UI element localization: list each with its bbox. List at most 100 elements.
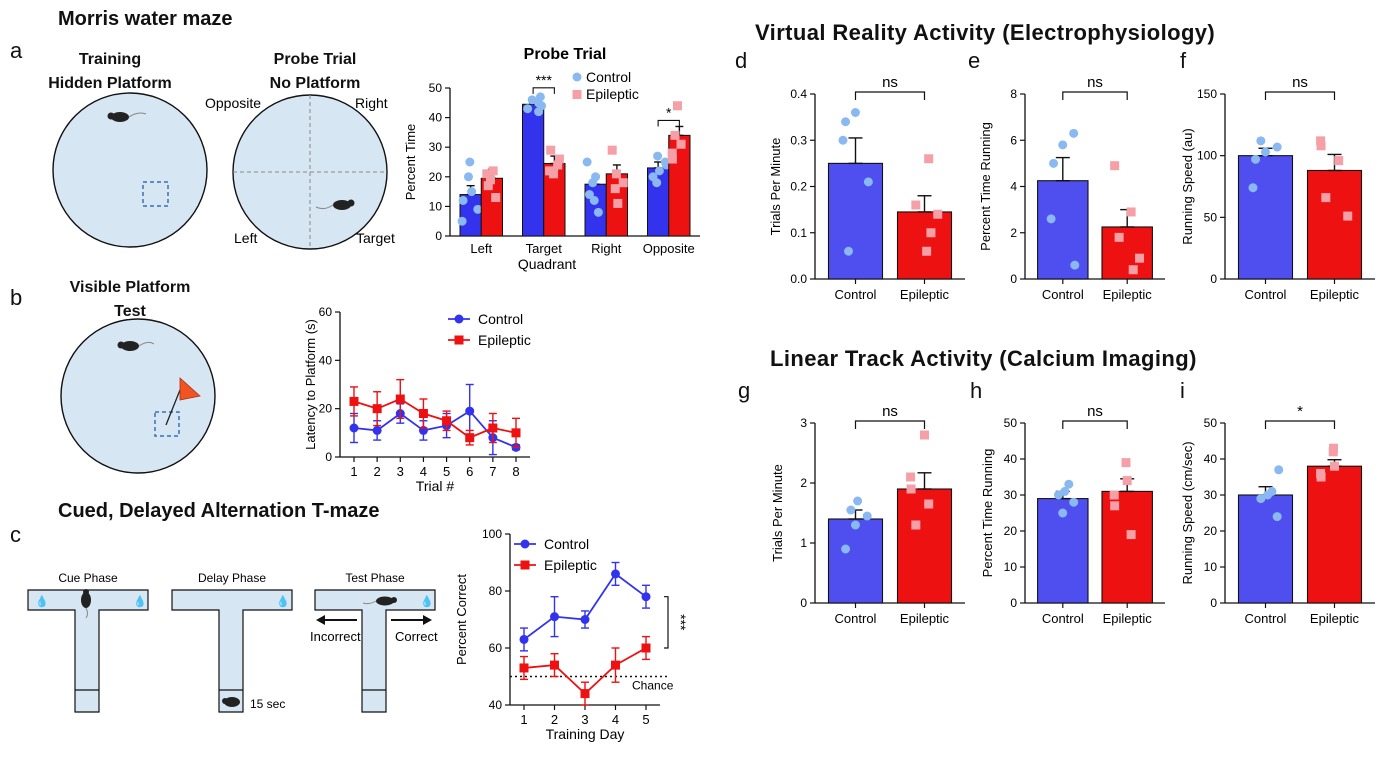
control-data-point bbox=[1272, 512, 1282, 522]
epileptic-data-point bbox=[919, 430, 929, 440]
epileptic-point bbox=[641, 643, 651, 653]
probe-title-line1: Probe Trial bbox=[273, 51, 357, 68]
control-data-point bbox=[1058, 508, 1068, 518]
y-axis-label: Trials Per Minute bbox=[770, 464, 785, 562]
y-axis-label: Percent Correct bbox=[454, 574, 469, 665]
control-bar bbox=[827, 162, 884, 280]
control-data-point bbox=[862, 511, 872, 521]
control-point bbox=[611, 569, 620, 579]
water-drop-icon: 💧 bbox=[133, 595, 147, 608]
y-tick-label: 100 bbox=[482, 527, 502, 541]
significance-bracket bbox=[854, 420, 926, 429]
control-data-point bbox=[648, 172, 658, 182]
x-tick-label: Opposite bbox=[643, 241, 695, 256]
control-data-point bbox=[473, 204, 483, 214]
epileptic-data-point bbox=[482, 169, 492, 179]
y-axis-label: Percent Time bbox=[403, 124, 418, 201]
epileptic-data-point bbox=[1316, 136, 1326, 146]
panel-letter-d: d bbox=[735, 48, 748, 73]
y-axis-label: Trials Per Minute bbox=[768, 138, 783, 236]
y-tick-label: 20 bbox=[1004, 524, 1018, 538]
control-data-point bbox=[838, 135, 848, 145]
y-tick-label: 50 bbox=[1004, 416, 1018, 430]
significance-bracket bbox=[1062, 91, 1128, 100]
control-data-point bbox=[1248, 183, 1258, 193]
training-title-line1: Training bbox=[78, 51, 142, 68]
control-data-point bbox=[653, 151, 663, 161]
y-tick-label: 0.1 bbox=[790, 226, 807, 240]
control-point bbox=[372, 425, 382, 435]
probe-title-line2: No Platform bbox=[269, 75, 361, 92]
x-tick-label: Left bbox=[470, 241, 492, 256]
legend-control-label: Control bbox=[544, 536, 589, 552]
significance-bracket bbox=[532, 87, 555, 94]
y-tick-label: 40 bbox=[1004, 452, 1018, 466]
epileptic-point bbox=[442, 416, 452, 426]
y-tick-label: 0 bbox=[325, 450, 332, 464]
epileptic-data-point bbox=[911, 200, 921, 210]
vr-title: Virtual Reality Activity (Electrophysiol… bbox=[755, 20, 1216, 45]
epileptic-point bbox=[580, 689, 590, 699]
y-tick-label: 10 bbox=[1204, 560, 1218, 574]
control-data-point bbox=[843, 246, 853, 256]
quadrant-label-right: Right bbox=[355, 95, 388, 111]
epileptic-data-point bbox=[1321, 193, 1331, 203]
t-maze-delay: 💧 bbox=[171, 589, 293, 713]
arrow-left-head bbox=[316, 615, 325, 625]
y-axis-label: Percent Time Running bbox=[980, 449, 995, 578]
control-data-point bbox=[863, 177, 873, 187]
x-tick-label: Control bbox=[835, 287, 877, 302]
epileptic-point bbox=[418, 409, 428, 418]
epileptic-point bbox=[372, 404, 382, 414]
x-tick-label: Control bbox=[1245, 611, 1287, 626]
control-data-point bbox=[1058, 140, 1068, 150]
x-tick-label: 5 bbox=[642, 712, 649, 727]
epileptic-data-point bbox=[676, 139, 686, 149]
control-data-point bbox=[1256, 136, 1266, 146]
control-data-point bbox=[1251, 154, 1261, 164]
epileptic-point bbox=[611, 660, 620, 670]
y-tick-label: 40 bbox=[489, 698, 503, 712]
epileptic-data-point bbox=[911, 520, 921, 530]
x-tick-label: Epileptic bbox=[1103, 287, 1153, 302]
epileptic-data-point bbox=[926, 228, 936, 238]
legend-epileptic-label: Epileptic bbox=[544, 557, 597, 573]
visible-title-line1: Visible Platform bbox=[69, 279, 191, 296]
chance-label: Chance bbox=[632, 679, 674, 693]
y-tick-label: 2 bbox=[800, 476, 807, 490]
control-data-point bbox=[850, 108, 860, 117]
x-tick-label: 2 bbox=[551, 712, 558, 727]
panel-letter-i: i bbox=[1180, 378, 1185, 403]
probe-diagram-title: Probe Trial No Platform bbox=[245, 48, 385, 96]
x-tick-label: Target bbox=[526, 241, 563, 256]
y-tick-label: 10 bbox=[429, 199, 443, 213]
x-tick-label: 5 bbox=[443, 464, 450, 479]
control-data-point bbox=[467, 187, 477, 197]
x-tick-label: Epileptic bbox=[1310, 287, 1360, 302]
epileptic-data-point bbox=[611, 169, 621, 179]
epileptic-data-point bbox=[924, 154, 934, 164]
epileptic-data-point bbox=[922, 246, 932, 256]
epileptic-data-point bbox=[1110, 501, 1120, 511]
control-data-point bbox=[846, 505, 856, 515]
chart-title: Probe Trial bbox=[524, 46, 607, 63]
y-axis-label: Percent Time Running bbox=[978, 122, 993, 251]
control-bar bbox=[1037, 180, 1089, 280]
legend-control-marker bbox=[454, 314, 464, 324]
x-axis-label: Quadrant bbox=[518, 256, 576, 272]
y-tick-label: 50 bbox=[1204, 416, 1218, 430]
control-data-point bbox=[1260, 147, 1270, 157]
y-tick-label: 60 bbox=[319, 305, 333, 319]
quadrant-label-opposite: Opposite bbox=[205, 95, 261, 111]
significance-label: *** bbox=[536, 72, 553, 88]
panel-letter-c: c bbox=[10, 522, 21, 547]
epileptic-data-point bbox=[618, 178, 628, 188]
control-data-point bbox=[841, 117, 851, 127]
epileptic-data-point bbox=[933, 209, 943, 219]
epileptic-data-point bbox=[613, 198, 623, 208]
x-tick-label: Control bbox=[835, 611, 877, 626]
significance-label: * bbox=[666, 104, 672, 120]
legend-epileptic-marker bbox=[572, 90, 582, 99]
epileptic-data-point bbox=[906, 484, 916, 494]
